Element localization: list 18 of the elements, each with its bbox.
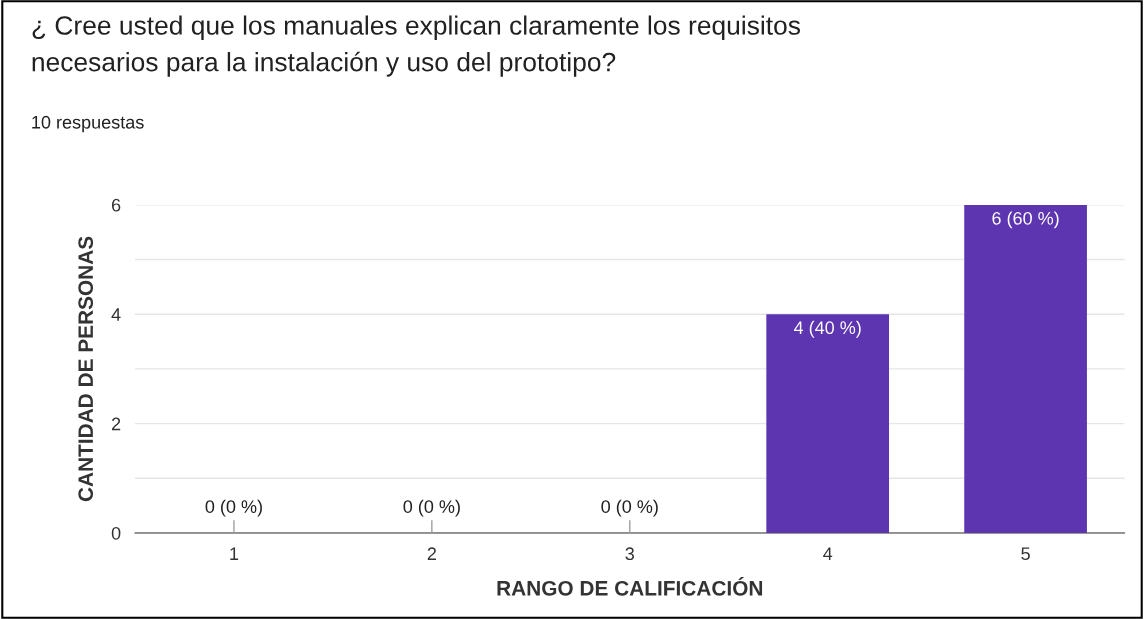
y-tick-label: 0 xyxy=(111,526,121,540)
x-tick-label: 3 xyxy=(625,547,634,561)
x-tick-label: 2 xyxy=(427,547,436,560)
x-tick-label: 1 xyxy=(230,547,239,560)
y-axis-title: CANTIDAD DE PERSONAS xyxy=(78,236,94,502)
data-label: 6 (60 %) xyxy=(992,211,1059,229)
x-axis-title: RANGO DE CALIFICACIÓN xyxy=(497,576,763,596)
y-tick-label: 4 xyxy=(111,308,121,321)
y-tick-label: 2 xyxy=(111,417,121,431)
chart-title: ¿ Cree usted que los manuales explican claramente los requisitos necesarios para la instalación y uso del prototipo? xyxy=(32,15,801,77)
y-tick-label: 6 xyxy=(111,198,121,212)
data-label: 0 (0 %) xyxy=(601,499,658,517)
x-tick-label: 4 xyxy=(823,547,833,560)
data-label: 0 (0 %) xyxy=(403,499,460,517)
data-label: 4 (40 %) xyxy=(793,320,861,338)
x-tick-label: 5 xyxy=(1021,547,1030,561)
chart-subtitle: 10 respuestas xyxy=(32,115,144,133)
data-label: 0 (0 %) xyxy=(205,499,262,517)
